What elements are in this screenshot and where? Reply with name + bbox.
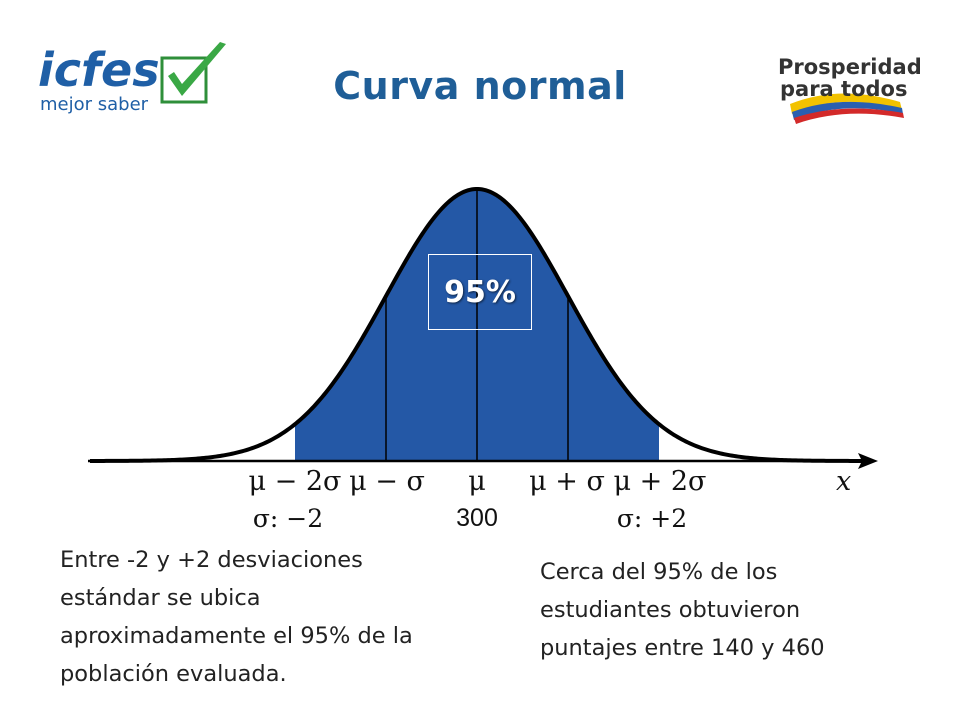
icfes-wordmark: icfes [38, 43, 160, 97]
prosperidad-line1: Prosperidad [778, 55, 920, 79]
normal-curve [89, 187, 862, 463]
checkmark-icon [168, 42, 226, 96]
sigma-lines [385, 189, 569, 461]
x-axis-arrow [858, 453, 878, 469]
icfes-tagline: mejor saber [40, 94, 149, 115]
center-score-label: 300 [456, 504, 498, 532]
x-axis-label: x [836, 466, 852, 497]
prosperidad-line2: para todos [780, 77, 907, 101]
prosperidad-logo: Prosperidad para todos [778, 55, 920, 124]
tick-mu-minus-2sigma: μ − 2σ [248, 466, 342, 497]
caption-right: Cerca del 95% de los estudiantes obtuvie… [540, 559, 825, 661]
sigma-right-label: σ: +2 [616, 504, 688, 533]
tick-mu-minus-sigma: μ − σ [349, 466, 425, 497]
sigma-left-label: σ: −2 [252, 504, 324, 533]
tick-mu-plus-sigma: μ + σ [529, 466, 605, 497]
tick-mu: μ [468, 466, 486, 497]
page-title: Curva normal [333, 64, 627, 108]
percentage-label: 95% [428, 254, 532, 330]
caption-left: Entre -2 y +2 desviaciones estándar se u… [60, 547, 413, 687]
tick-mu-plus-2sigma: μ + 2σ [613, 466, 707, 497]
icfes-logo: icfes mejor saber [38, 42, 226, 115]
